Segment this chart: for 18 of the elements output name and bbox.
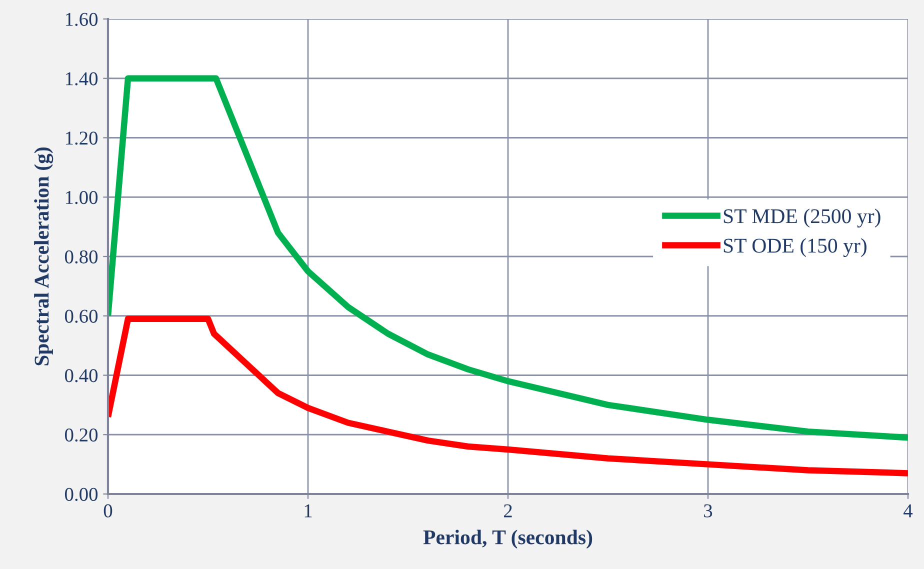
x-tick-label: 2 xyxy=(504,504,512,518)
y-tick-label: 0.60 xyxy=(64,310,98,323)
x-tick-label: 4 xyxy=(904,504,913,518)
x-tick-label: 3 xyxy=(704,504,712,518)
y-tick-label: 0.20 xyxy=(64,428,98,442)
y-tick-label: 0.00 xyxy=(64,488,98,502)
legend-label: ST MDE (2500 yr) xyxy=(724,208,880,228)
y-tick-label: 0.40 xyxy=(64,369,98,382)
y-axis-title: Spectral Acceleration (g) xyxy=(34,148,54,366)
y-tick-label: 1.60 xyxy=(66,12,98,26)
x-tick-label: 1 xyxy=(304,504,312,518)
y-tick-label: 1.00 xyxy=(66,190,98,204)
x-axis-title: Period, T (seconds) xyxy=(423,530,592,549)
x-tick-label: 0 xyxy=(104,504,112,518)
y-tick-label: 1.40 xyxy=(66,72,98,86)
y-tick-label: 1.20 xyxy=(66,132,98,145)
legend-label: ST ODE (150 yr) xyxy=(724,238,866,258)
y-tick-label: 0.80 xyxy=(64,250,98,264)
